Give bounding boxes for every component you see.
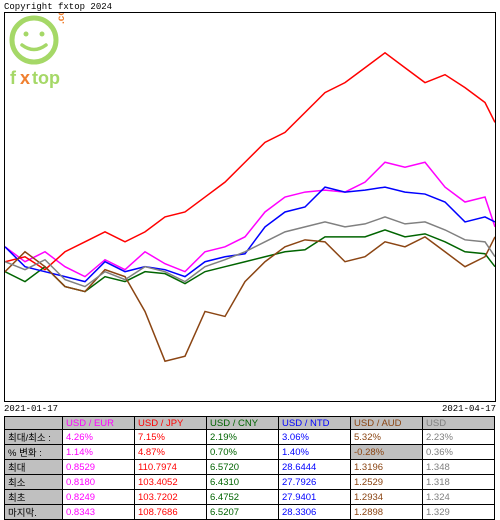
table-cell: 1.2898 (351, 505, 423, 520)
table-cell: 28.6444 (279, 460, 351, 475)
table-cell: 0.8529 (63, 460, 135, 475)
table-cell: 2.23% (423, 430, 495, 445)
col-header: USD / JPY (135, 417, 207, 430)
series-usd-jpy (5, 53, 495, 270)
table-cell: 0.36% (423, 445, 495, 460)
stats-table: USD / EURUSD / JPYUSD / CNYUSD / NTDUSD … (4, 416, 495, 520)
table-corner (5, 417, 63, 430)
col-header: USD / AUD (351, 417, 423, 430)
col-header: USD / NTD (279, 417, 351, 430)
table-cell: 6.5207 (207, 505, 279, 520)
table-cell: 1.318 (423, 475, 495, 490)
table-cell: 1.348 (423, 460, 495, 475)
table-cell: 3.06% (279, 430, 351, 445)
table-cell: 1.329 (423, 505, 495, 520)
series-usd-eur (5, 162, 495, 276)
x-end-date: 2021-04-17 (442, 404, 496, 414)
table-cell: 7.15% (135, 430, 207, 445)
table-cell: 103.4052 (135, 475, 207, 490)
row-header: 최초 (5, 490, 63, 505)
row-header: % 변화 : (5, 445, 63, 460)
table-cell: 0.8249 (63, 490, 135, 505)
row-header: 마지막. (5, 505, 63, 520)
col-header: USD / EUR (63, 417, 135, 430)
table-cell: 0.70% (207, 445, 279, 460)
table-cell: 5.32% (351, 430, 423, 445)
row-header: 최소 (5, 475, 63, 490)
table-cell: 28.3306 (279, 505, 351, 520)
table-cell: 108.7686 (135, 505, 207, 520)
table-cell: 1.14% (63, 445, 135, 460)
table-cell: 1.324 (423, 490, 495, 505)
table-cell: 1.3196 (351, 460, 423, 475)
table-cell: 27.7926 (279, 475, 351, 490)
table-cell: 6.4310 (207, 475, 279, 490)
series-usd-aud (5, 237, 495, 361)
row-header: 최대/최소 : (5, 430, 63, 445)
table-cell: 0.8343 (63, 505, 135, 520)
col-header: USD / CNY (207, 417, 279, 430)
x-axis-labels: 2021-01-17 2021-04-17 (0, 404, 500, 414)
table-cell: 2.19% (207, 430, 279, 445)
table-cell: 103.7202 (135, 490, 207, 505)
table-cell: 1.40% (279, 445, 351, 460)
col-header: USD (423, 417, 495, 430)
table-cell: 27.9401 (279, 490, 351, 505)
row-header: 최대 (5, 460, 63, 475)
stats-table-wrap: USD / EURUSD / JPYUSD / CNYUSD / NTDUSD … (4, 416, 500, 520)
table-cell: 4.26% (63, 430, 135, 445)
copyright-text: Copyright fxtop 2024 (4, 2, 112, 12)
table-cell: 6.4752 (207, 490, 279, 505)
table-cell: 4.87% (135, 445, 207, 460)
chart-canvas (5, 13, 495, 401)
table-cell: 1.2529 (351, 475, 423, 490)
table-cell: 0.8180 (63, 475, 135, 490)
table-cell: 1.2934 (351, 490, 423, 505)
table-cell: 110.7974 (135, 460, 207, 475)
line-chart (4, 12, 496, 402)
table-cell: -0.28% (351, 445, 423, 460)
table-cell: 6.5720 (207, 460, 279, 475)
x-start-date: 2021-01-17 (4, 404, 58, 414)
